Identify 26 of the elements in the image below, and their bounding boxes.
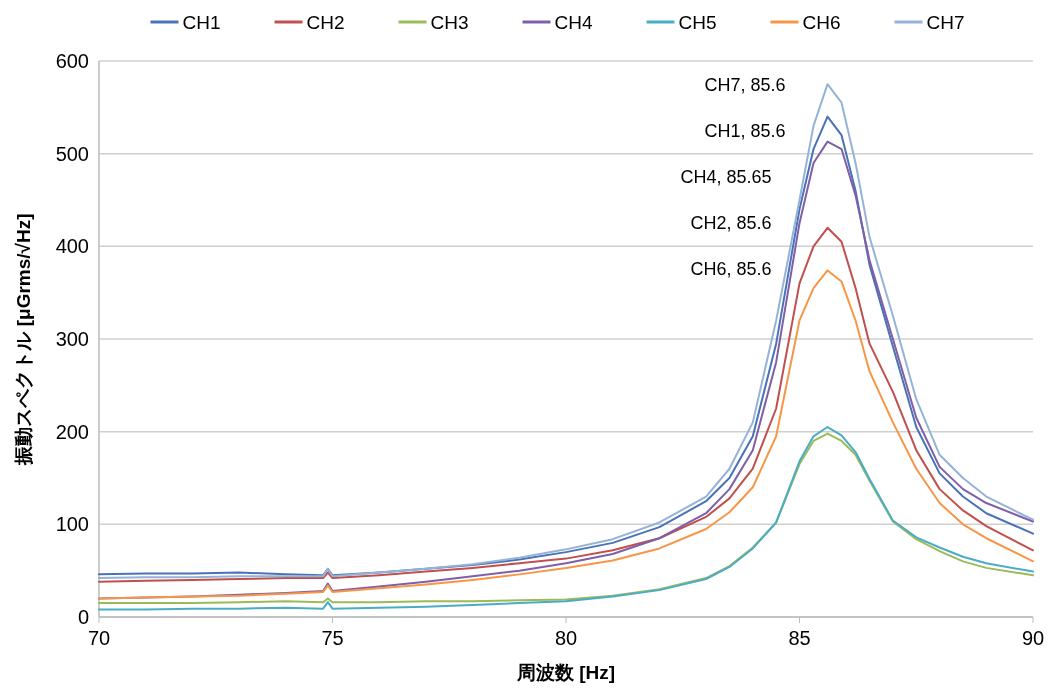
legend-label: CH1 — [182, 12, 221, 33]
annotation: CH7, 85.6 — [704, 75, 786, 95]
y-tick-label: 600 — [55, 50, 89, 72]
annotation: CH4, 85.65 — [680, 167, 772, 187]
y-tick-label: 200 — [55, 420, 89, 443]
x-tick-label: 85 — [788, 627, 811, 649]
legend-label: CH5 — [678, 12, 717, 33]
legend-label: CH2 — [306, 12, 345, 33]
annotation: CH2, 85.6 — [690, 213, 772, 233]
y-tick-label: 0 — [77, 606, 89, 628]
legend-label: CH6 — [802, 12, 841, 33]
legend-label: CH3 — [430, 12, 469, 33]
y-tick-label: 500 — [55, 142, 89, 165]
y-tick-label: 400 — [55, 235, 89, 258]
legend-label: CH7 — [926, 12, 965, 33]
y-tick-label: 300 — [55, 328, 89, 350]
y-axis-title: 振動スペクトル [μGrms/√Hz] — [13, 213, 34, 466]
annotation: CH1, 85.6 — [704, 121, 786, 141]
annotation: CH6, 85.6 — [690, 259, 772, 279]
x-tick-label: 75 — [321, 627, 344, 649]
x-tick-label: 70 — [87, 627, 111, 649]
legend-label: CH4 — [554, 12, 593, 33]
x-tick-label: 80 — [554, 627, 578, 649]
x-axis-title: 周波数 [Hz] — [515, 662, 616, 683]
y-tick-label: 100 — [55, 513, 89, 536]
x-tick-label: 90 — [1021, 627, 1045, 649]
